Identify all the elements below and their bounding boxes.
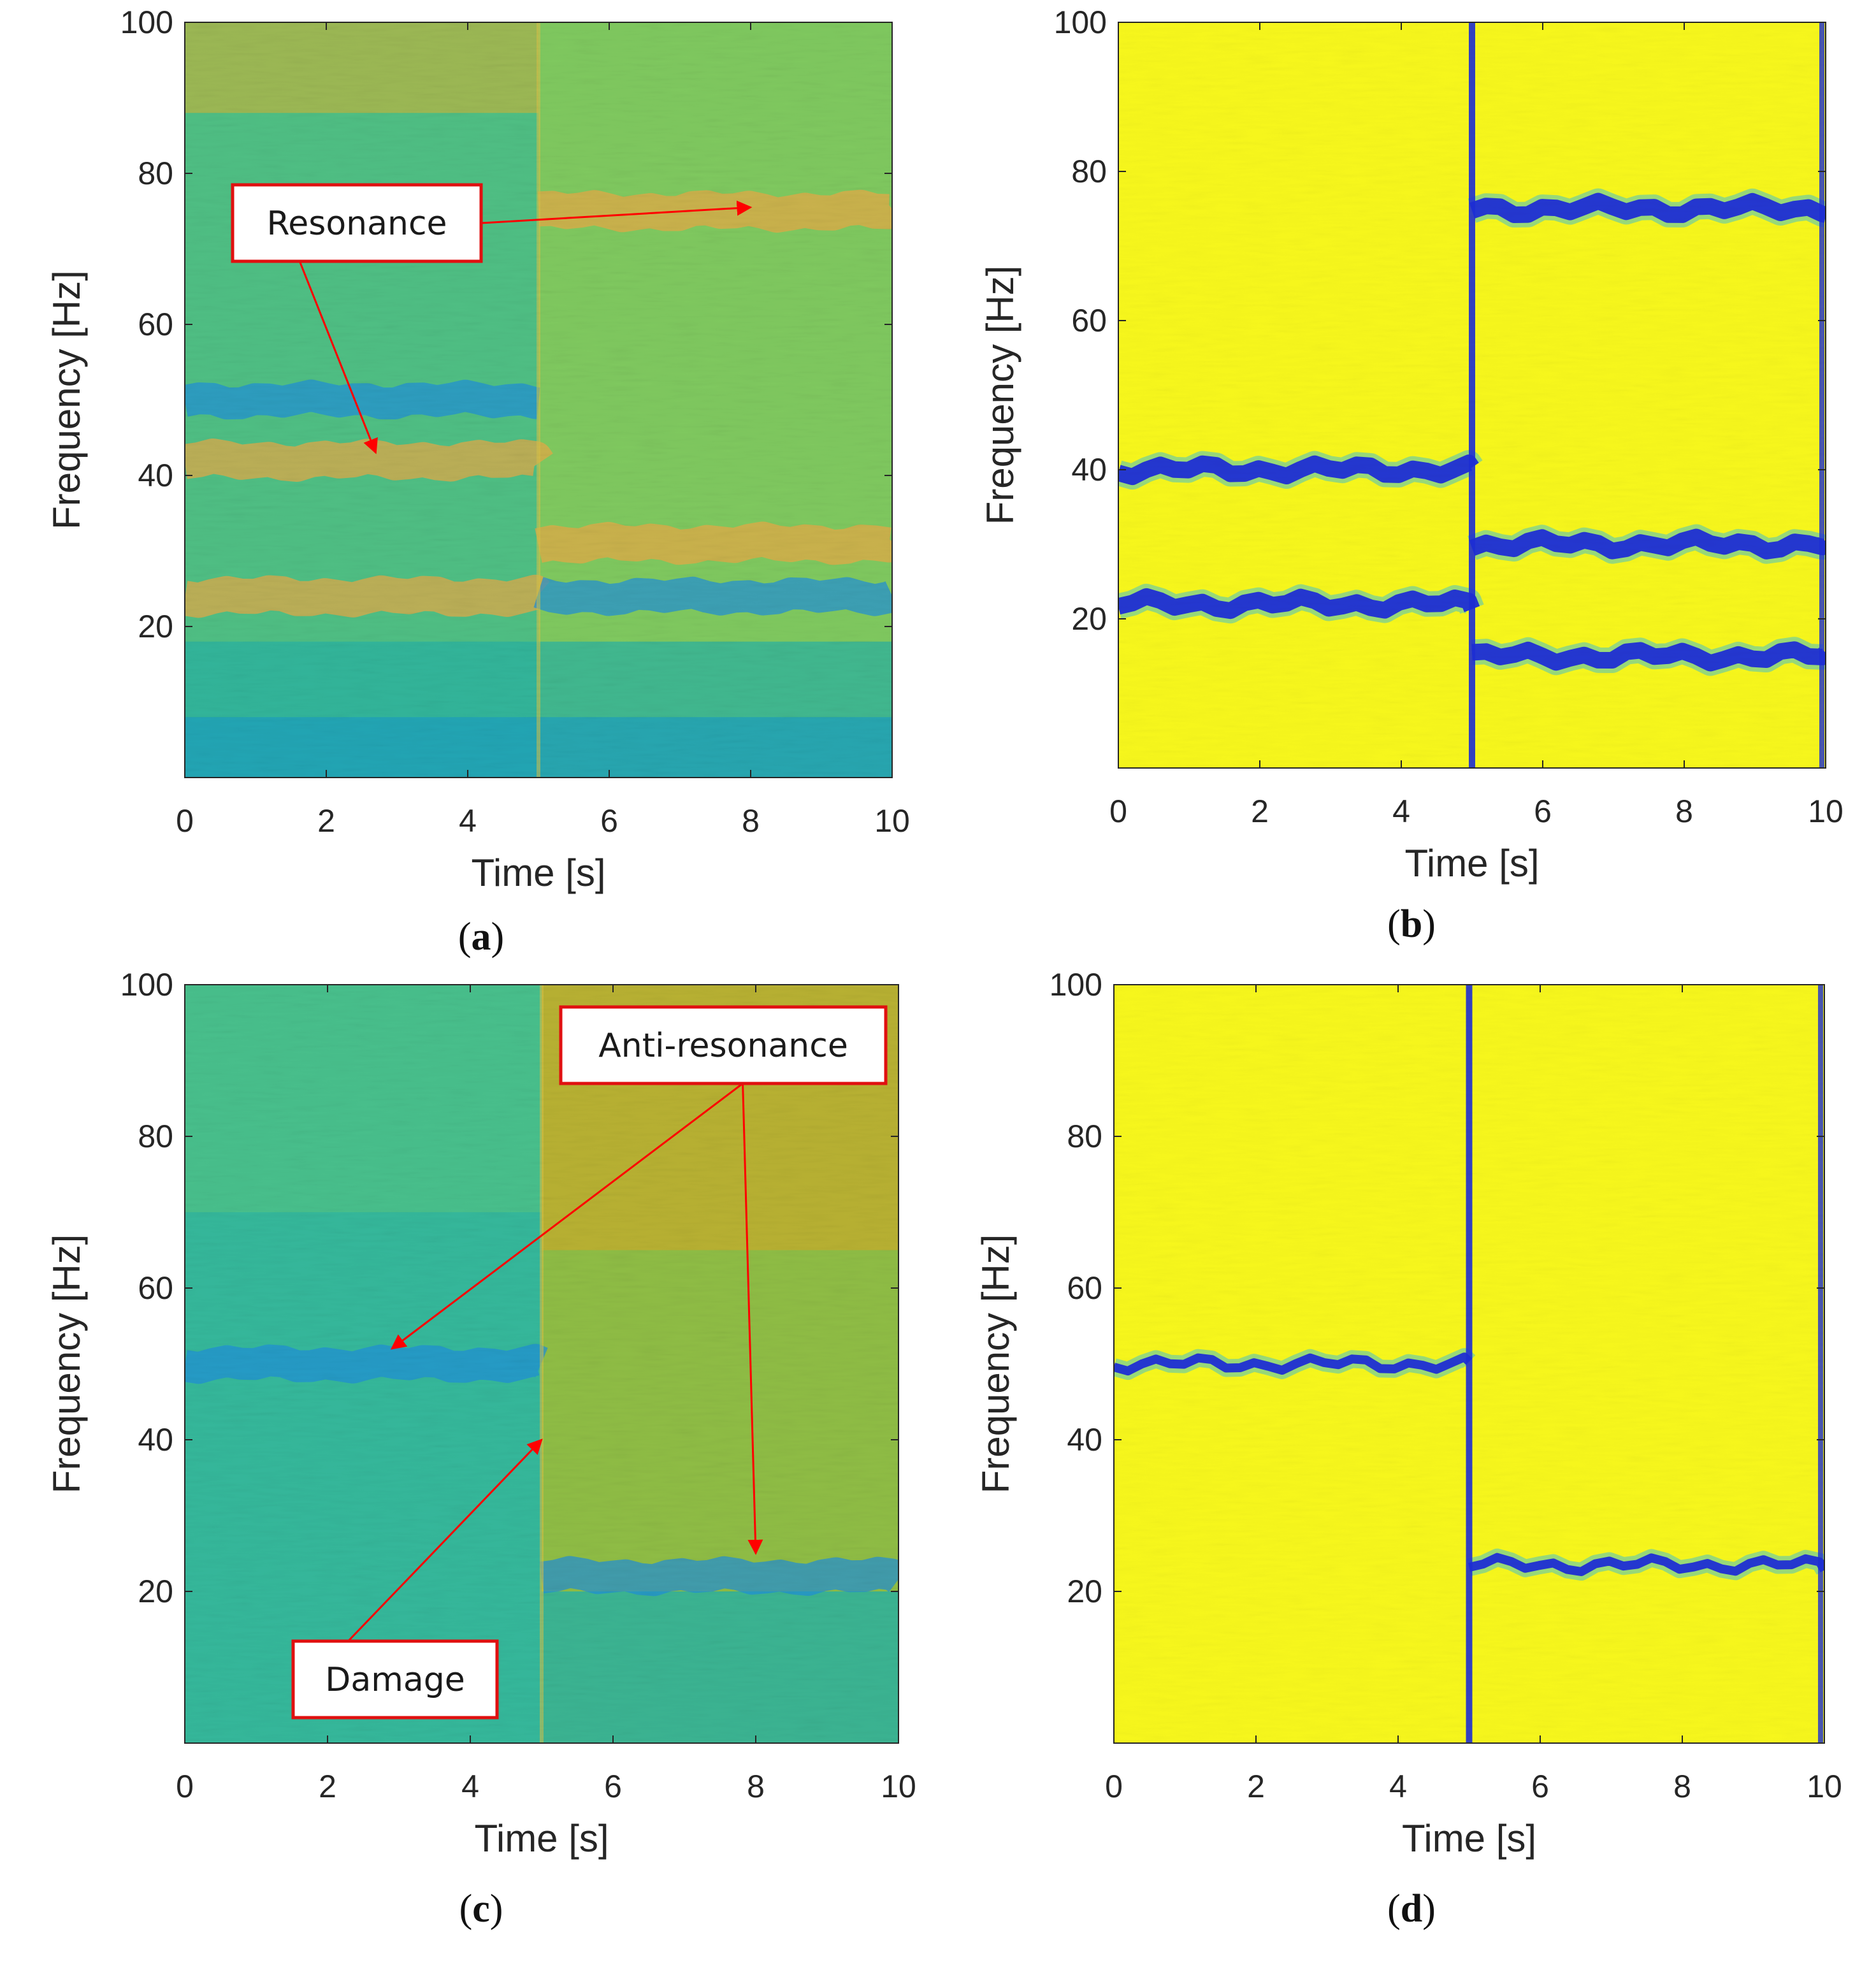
callout-arrow [742, 1083, 763, 1555]
y-tick-label: 60 [1067, 1270, 1102, 1306]
x-tick-label: 6 [600, 803, 618, 839]
y-tick-label: 100 [120, 4, 173, 40]
x-tick-label: 2 [317, 803, 335, 839]
texture [1114, 985, 1824, 1743]
callout-label: Resonance [266, 205, 447, 243]
axes-box [1118, 22, 1826, 769]
heatmap-c [185, 985, 898, 1743]
y-axis-label: Frequency [Hz] [45, 270, 88, 530]
y-axis-label: Frequency [Hz] [974, 1235, 1017, 1494]
x-tick-label: 0 [176, 803, 194, 839]
axes-box [184, 22, 893, 778]
texture [1118, 22, 1826, 768]
x-tick-label: 8 [1673, 1769, 1691, 1804]
y-tick-label: 60 [1071, 303, 1107, 338]
panel-b: 0 2 4 6 8 10 20 40 60 80 100 Time [s] Frequency [Hz]… [979, 4, 1844, 946]
x-tick-label: 10 [881, 1769, 916, 1804]
y-tick-label: 100 [1054, 4, 1107, 40]
x-tick-label: 6 [1531, 1769, 1549, 1804]
callout-arrow [480, 200, 753, 224]
callout-anti-resonance: Anti-resonance [390, 1005, 888, 1555]
x-tick-label: 2 [1251, 793, 1269, 829]
callout-label: Damage [325, 1661, 465, 1699]
x-tick-label: 6 [1534, 793, 1552, 829]
y-tick-label: 80 [1067, 1119, 1102, 1154]
x-tick-label: 8 [742, 803, 760, 839]
callout-damage: Damage [291, 1438, 543, 1720]
y-tick-label: 20 [138, 1574, 173, 1609]
panel-caption: (c) [459, 1887, 503, 1930]
x-tick-label: 2 [319, 1769, 336, 1804]
panel-c: 0 2 4 6 8 10 20 40 60 80 100 Time [s] Frequency [Hz]… [45, 967, 916, 1930]
y-tick-label: 40 [1071, 452, 1107, 488]
x-tick-label: 0 [1109, 793, 1127, 829]
axes-box [1113, 984, 1825, 1744]
axes-box [184, 984, 899, 1744]
x-tick-label: 4 [461, 1769, 479, 1804]
x-tick-label: 6 [604, 1769, 622, 1804]
panel-caption: (a) [458, 915, 504, 959]
callout-resonance: Resonance [231, 183, 753, 454]
heatmap-d [1114, 985, 1824, 1743]
x-tick-label: 10 [874, 803, 910, 839]
callout-arrow [390, 1082, 744, 1350]
panel-caption: (d) [1387, 1887, 1436, 1930]
panel-caption: (b) [1387, 902, 1436, 946]
y-tick-label: 100 [120, 967, 173, 1003]
texture [185, 985, 898, 1743]
callout-label: Anti-resonance [598, 1027, 848, 1065]
x-tick-label: 4 [459, 803, 477, 839]
y-tick-label: 100 [1050, 967, 1102, 1003]
x-tick-label: 10 [1808, 793, 1844, 829]
heatmap-a [185, 22, 892, 778]
x-tick-label: 4 [1392, 793, 1410, 829]
heatmap-b [1118, 22, 1826, 768]
y-tick-label: 40 [1067, 1422, 1102, 1458]
x-axis-label: Time [s] [474, 1817, 609, 1860]
x-axis-label: Time [s] [471, 851, 605, 894]
x-tick-label: 8 [747, 1769, 765, 1804]
callout-box [291, 1639, 499, 1720]
x-tick-label: 10 [1807, 1769, 1842, 1804]
y-tick-label: 40 [138, 1422, 173, 1458]
x-tick-label: 8 [1675, 793, 1693, 829]
y-tick-label: 80 [138, 1119, 173, 1154]
y-tick-label: 80 [138, 156, 173, 191]
panel-d: 0 2 4 6 8 10 20 40 60 80 100 Time [s] Frequency [Hz]… [974, 967, 1842, 1930]
y-tick-label: 20 [1067, 1574, 1102, 1609]
x-tick-label: 4 [1389, 1769, 1407, 1804]
x-axis-label: Time [s] [1404, 842, 1539, 885]
y-tick-label: 60 [138, 307, 173, 342]
x-tick-label: 2 [1247, 1769, 1265, 1804]
callout-box [231, 183, 483, 263]
x-tick-label: 0 [176, 1769, 194, 1804]
panel-a: 0 2 4 6 8 10 20 40 60 80 100 Time [s] Frequency [Hz]… [45, 4, 910, 959]
y-tick-label: 20 [138, 609, 173, 644]
y-axis-label: Frequency [Hz] [979, 266, 1021, 525]
y-tick-label: 80 [1071, 154, 1107, 189]
y-tick-label: 40 [138, 458, 173, 493]
callout-box [559, 1005, 888, 1085]
callout-arrow [347, 1438, 543, 1642]
callout-arrow [298, 261, 378, 454]
y-tick-label: 60 [138, 1270, 173, 1306]
x-tick-label: 0 [1105, 1769, 1123, 1804]
y-axis-label: Frequency [Hz] [45, 1235, 88, 1494]
y-tick-label: 20 [1071, 601, 1107, 637]
x-axis-label: Time [s] [1402, 1817, 1536, 1860]
texture [185, 22, 892, 778]
